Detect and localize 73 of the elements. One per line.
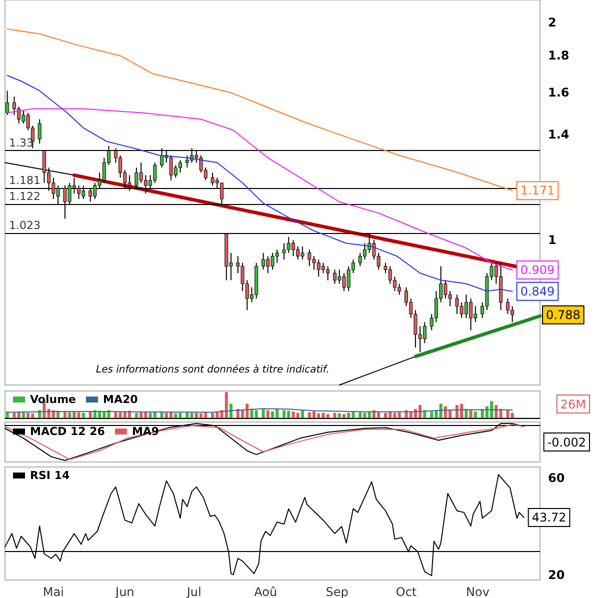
- candlestick: [422, 322, 426, 344]
- bar: [398, 412, 401, 418]
- candlestick: [38, 118, 42, 144]
- bar: [474, 412, 477, 418]
- bar: [72, 412, 76, 418]
- bar: [333, 412, 336, 418]
- text: -0.002: [547, 436, 586, 450]
- y-tick-label: 1: [548, 233, 556, 248]
- y-tick-label: 1.4: [548, 128, 570, 142]
- data-label: 43.72: [532, 510, 566, 524]
- annotation: 0.788: [546, 308, 580, 322]
- bar: [469, 410, 472, 418]
- bar: [88, 412, 92, 418]
- bar: [140, 412, 143, 418]
- bar: [358, 412, 362, 418]
- bar: [510, 412, 514, 418]
- bar: [211, 412, 214, 418]
- bar: [342, 414, 346, 418]
- x-tick-label: Oct: [396, 585, 417, 598]
- bar: [439, 404, 442, 418]
- y-tick-label: 1.8: [548, 48, 570, 63]
- bar: [430, 412, 434, 418]
- bar: [254, 410, 258, 418]
- line-series: [6, 75, 513, 292]
- x-tick-label: Mai: [42, 585, 64, 598]
- bar: [296, 412, 300, 418]
- bar: [63, 412, 66, 418]
- bar: [153, 412, 156, 418]
- bar: [494, 405, 498, 418]
- ref-line-label: 1.181: [9, 174, 40, 187]
- candlestick: [333, 269, 337, 284]
- legend-label: RSI 14: [30, 469, 70, 482]
- legend-label: MA20: [102, 393, 138, 406]
- y-tick-label: 1.6: [548, 86, 570, 100]
- bar: [17, 412, 20, 418]
- bar: [338, 413, 341, 418]
- bar: [326, 414, 330, 418]
- bar: [77, 412, 80, 418]
- data-label: 1.171: [520, 184, 555, 198]
- annotation: Les informations sont données à titre indicatif.: [96, 364, 330, 376]
- data-label: 0.909: [520, 263, 555, 278]
- data-label: 0.849: [520, 284, 555, 298]
- legend-label: Volume: [30, 393, 76, 406]
- bar: [190, 412, 194, 418]
- bar: [178, 412, 182, 418]
- candlestick: [262, 252, 266, 270]
- bar: [82, 412, 85, 418]
- bar: [68, 412, 72, 418]
- candlestick: [6, 90, 10, 116]
- bar: [26, 412, 30, 418]
- line-series: [6, 28, 513, 192]
- y-tick-label: 60: [548, 470, 565, 485]
- bar: [114, 412, 118, 418]
- y-tick-label: 2: [548, 16, 556, 30]
- text: 26M: [560, 398, 586, 412]
- bar: [229, 404, 232, 418]
- bar: [134, 412, 138, 418]
- x-tick-label: Nov: [466, 585, 490, 598]
- bar: [506, 410, 510, 418]
- y-tick-label: 20: [548, 568, 565, 582]
- bar: [186, 412, 189, 418]
- bar: [12, 412, 16, 418]
- bar: [282, 410, 286, 418]
- ref-line-label: 1.122: [9, 190, 40, 203]
- ref-line-label: 1.023: [9, 218, 40, 232]
- bar: [266, 410, 270, 418]
- bar: [347, 412, 350, 418]
- bar: [300, 410, 304, 418]
- legend-label: MACD 12 26: [30, 425, 106, 438]
- bar: [224, 392, 228, 418]
- bar: [262, 408, 265, 418]
- bar: [174, 413, 178, 418]
- x-tick-label: Aoû: [254, 585, 278, 598]
